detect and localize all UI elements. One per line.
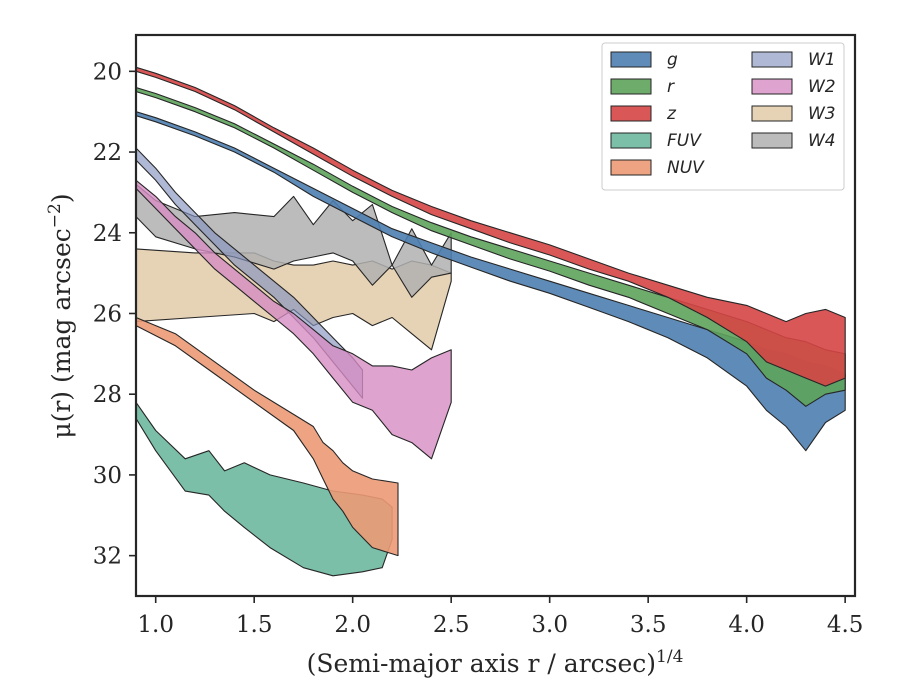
legend-swatch-w1 [751, 51, 793, 68]
legend-swatch-w2 [751, 78, 793, 95]
plot-frame [134, 33, 857, 598]
legend-label-w2: W2 [808, 77, 836, 97]
y-axis-label-exponent: −2 [45, 203, 65, 228]
legend-swatch-fuv [610, 132, 652, 149]
y-axis-label: μ(r) (mag arcsec−2) [45, 193, 76, 438]
y-axis: 20 22 24 26 28 30 32 [93, 59, 136, 570]
x-axis-label-exponent: 1/4 [656, 647, 683, 667]
x-axis-label-main: (Semi-major axis r / arcsec) [307, 649, 656, 678]
y-tick-label: 30 [93, 463, 122, 489]
x-tick-label: 2.0 [334, 612, 371, 638]
y-tick-label: 20 [93, 59, 122, 85]
y-tick-label: 24 [93, 221, 122, 247]
band-r [136, 86, 846, 407]
x-tick-label: 1.5 [236, 612, 273, 638]
y-tick-label: 32 [93, 544, 122, 570]
legend-label-w3: W3 [808, 104, 836, 124]
legend-label-fuv: FUV [667, 131, 702, 151]
x-axis-label: (Semi-major axis r / arcsec)1/4 [307, 647, 684, 678]
series-layer [136, 66, 846, 577]
x-axis: 1.0 1.5 2.0 2.5 3.0 3.5 4.0 4.5 [137, 596, 863, 638]
band-w4 [136, 183, 452, 298]
legend-swatch-nuv [610, 159, 652, 176]
y-tick-label: 28 [93, 382, 122, 408]
y-tick-label: 26 [93, 301, 122, 327]
legend-swatch-z [610, 105, 652, 122]
band-w2 [136, 179, 452, 460]
band-g [136, 111, 846, 452]
y-tick-label: 22 [93, 140, 122, 166]
legend-swatch-w3 [751, 105, 793, 122]
x-tick-label: 3.0 [531, 612, 568, 638]
y-axis-label-main: μ(r) (mag arcsec [47, 228, 76, 438]
legend: grz FUV NUV W1 W2 W3 W4 [601, 42, 845, 191]
x-tick-label: 1.0 [137, 612, 174, 638]
legend-label-w4: W4 [808, 131, 836, 151]
legend-label-nuv: NUV [667, 158, 705, 178]
x-tick-label: 4.0 [728, 612, 765, 638]
band-nuv [136, 316, 399, 557]
x-tick-label: 2.5 [433, 612, 470, 638]
legend-label-g: g [667, 50, 678, 70]
legend-swatch-r [610, 78, 652, 95]
legend-swatch-w4 [751, 132, 793, 149]
legend-swatch-g [610, 51, 652, 68]
legend-label-z: z [666, 104, 677, 124]
x-tick-label: 3.5 [630, 612, 667, 638]
legend-label-w1: W1 [808, 50, 836, 70]
band-z [136, 66, 846, 387]
x-tick-label: 4.5 [827, 612, 864, 638]
y-axis-label-tail: ) [47, 193, 76, 203]
legend-label-r: r [667, 77, 675, 97]
